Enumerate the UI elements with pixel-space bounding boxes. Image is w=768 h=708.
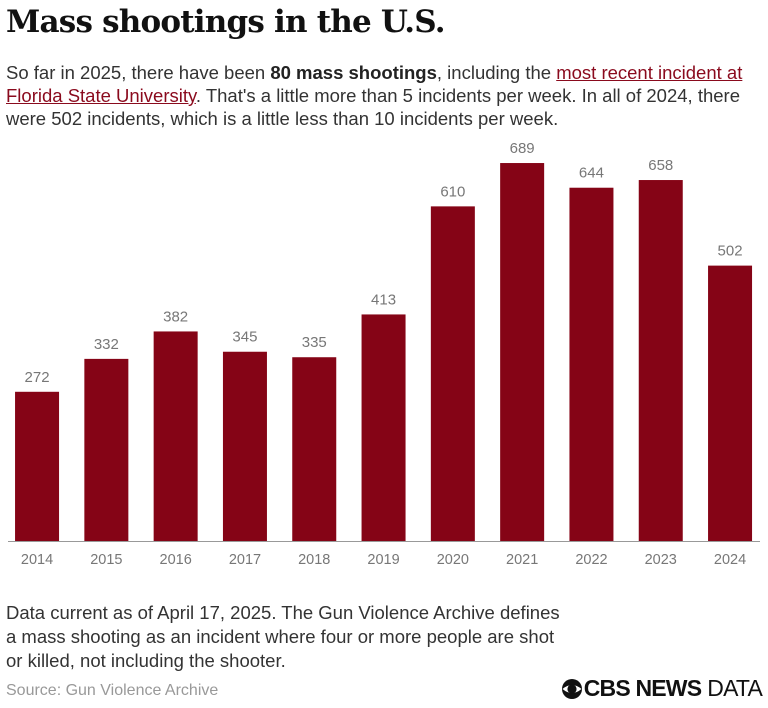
bar-2024 [708, 265, 753, 541]
bar-2021 [500, 163, 545, 541]
data-label: 689 [510, 140, 535, 157]
data-label: 335 [302, 334, 327, 351]
data-label: 272 [25, 369, 50, 386]
subtitle: So far in 2025, there have been 80 mass … [6, 61, 766, 130]
bar-2016 [153, 331, 198, 541]
subtitle-text: , including the [436, 62, 557, 83]
page-title: Mass shootings in the U.S. [6, 4, 446, 40]
bar-2017 [222, 351, 267, 541]
bar-2022 [569, 187, 614, 541]
cbs-news-data-logo: CBS NEWS DATA [561, 675, 763, 702]
data-label: 332 [94, 336, 119, 353]
bar-2018 [292, 357, 337, 541]
bar-2014 [15, 391, 60, 541]
data-label: 610 [440, 183, 465, 200]
bar-2015 [84, 358, 129, 541]
data-label: 644 [579, 165, 604, 182]
data-label: 658 [648, 157, 673, 174]
x-tick-label: 2014 [21, 552, 53, 568]
x-tick-label: 2024 [714, 552, 746, 568]
data-label: 502 [718, 243, 743, 260]
x-tick-label: 2021 [506, 552, 538, 568]
data-label: 413 [371, 291, 396, 308]
cbs-eye-icon [561, 678, 582, 699]
data-label: 382 [163, 308, 188, 325]
x-tick-label: 2018 [298, 552, 330, 568]
bar-2019 [361, 314, 406, 541]
data-label: 345 [232, 329, 257, 346]
bar-2023 [638, 180, 683, 541]
x-tick-label: 2016 [160, 552, 192, 568]
bar-2020 [430, 206, 475, 541]
fsu-incident-link[interactable]: most recent incident at Florida State Un… [6, 62, 743, 106]
bar-chart: 272 2014 332 2015 382 2016 345 2017 335 2018 413 20… [8, 140, 760, 568]
source: Source: Gun Violence Archive [6, 682, 219, 699]
x-tick-label: 2022 [575, 552, 607, 568]
x-tick-label: 2017 [229, 552, 261, 568]
subtitle-bold: 80 mass shootings [270, 62, 437, 83]
logo-suffix: DATA [707, 675, 763, 701]
x-tick-label: 2023 [645, 552, 677, 568]
subtitle-text: . That's a little more than 5 incidents … [6, 85, 740, 129]
x-tick-label: 2015 [90, 552, 122, 568]
x-tick-label: 2020 [437, 552, 469, 568]
x-tick-label: 2019 [367, 552, 399, 568]
subtitle-text: So far in 2025, there have been [6, 62, 271, 83]
data-note: Data current as of April 17, 2025. The G… [6, 602, 560, 671]
logo-brand: CBS NEWS [583, 675, 702, 701]
